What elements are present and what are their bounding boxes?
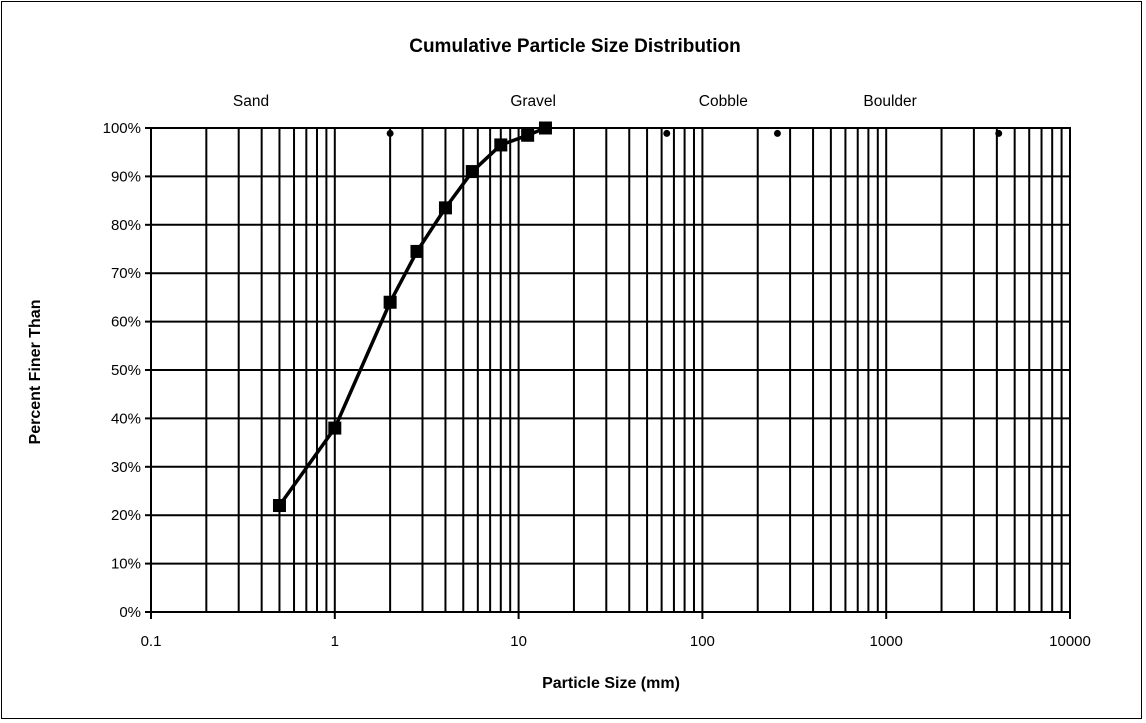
size-class-labels: Sand Gravel Cobble Boulder xyxy=(233,93,917,110)
y-tick-label: 30% xyxy=(111,459,141,476)
data-point xyxy=(538,121,552,135)
series-line xyxy=(278,126,547,507)
y-tick-label: 0% xyxy=(119,604,141,621)
data-point xyxy=(410,244,424,258)
x-tick-label: 1 xyxy=(331,633,339,650)
x-tick-label: 100 xyxy=(690,633,715,650)
class-boundary-point xyxy=(663,129,671,137)
size-class-label: Boulder xyxy=(863,93,916,110)
y-tick-label: 90% xyxy=(111,168,141,185)
data-point xyxy=(494,138,508,152)
y-tick-label: 70% xyxy=(111,265,141,282)
class-boundary-point xyxy=(995,129,1003,137)
y-tick-label: 40% xyxy=(111,410,141,427)
class-boundary-point xyxy=(386,129,394,137)
y-tick-label: 10% xyxy=(111,556,141,573)
grid xyxy=(150,127,1071,613)
x-tick-label: 10000 xyxy=(1049,633,1091,650)
x-axis-label: Particle Size (mm) xyxy=(542,675,680,692)
size-class-label: Sand xyxy=(233,93,269,110)
y-tick-label: 50% xyxy=(111,362,141,379)
data-point xyxy=(383,295,397,309)
size-class-label: Cobble xyxy=(699,93,748,110)
y-tick-label: 60% xyxy=(111,314,141,331)
data-point xyxy=(272,499,286,513)
chart-title: Cumulative Particle Size Distribution xyxy=(409,36,741,57)
axis-ticks: 0% 10% 20% 30% 40% 50% 60% 70% 80% 90% 100% 0.1 1 10 1… xyxy=(103,120,1091,650)
size-class-label: Gravel xyxy=(510,93,556,110)
data-point xyxy=(328,421,342,435)
data-point xyxy=(521,128,535,142)
data-point xyxy=(465,165,479,179)
class-boundary-point xyxy=(773,129,781,137)
series-layer xyxy=(272,121,1003,513)
x-tick-label: 0.1 xyxy=(141,633,162,650)
y-axis-label: Percent Finer Than xyxy=(27,300,44,445)
x-tick-label: 1000 xyxy=(870,633,903,650)
data-point xyxy=(438,201,452,215)
y-tick-label: 80% xyxy=(111,217,141,234)
y-tick-label: 20% xyxy=(111,507,141,524)
x-tick-label: 10 xyxy=(510,633,527,650)
y-tick-label: 100% xyxy=(103,120,141,137)
